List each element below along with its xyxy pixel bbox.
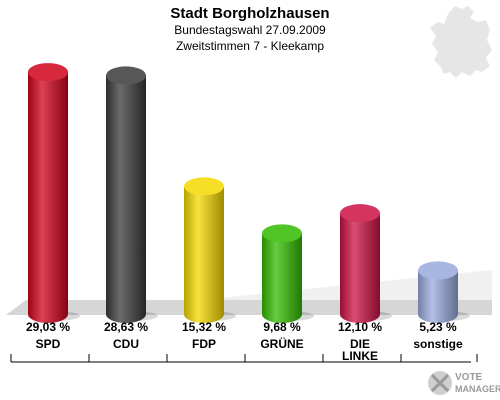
vote-manager-logo: VOTE MANAGER <box>428 371 500 395</box>
chart-subtitle: Bundestagswahl 27.09.2009 <box>174 23 326 37</box>
bar-fdp <box>184 177 236 323</box>
value-label: 29,03 % <box>26 320 70 334</box>
bar-die-linke <box>340 204 392 323</box>
value-label: 12,10 % <box>338 320 382 334</box>
chart-title: Stadt Borgholzhausen <box>170 5 330 22</box>
category-label: FDP <box>192 337 216 351</box>
category-label: SPD <box>36 337 61 351</box>
value-label: 15,32 % <box>182 320 226 334</box>
bar-cdu <box>106 66 158 324</box>
bar-grüne <box>262 224 314 323</box>
value-label: 28,63 % <box>104 320 148 334</box>
logo-line-2: MANAGER <box>455 384 500 394</box>
bar-spd <box>28 63 80 323</box>
bar-sonstige <box>418 261 470 323</box>
germany-map-icon <box>430 6 492 78</box>
chart-subtitle-2: Zweitstimmen 7 - Kleekamp <box>175 39 325 53</box>
category-label: DIE LINKE <box>342 337 378 363</box>
logo-line-1: VOTE <box>455 372 483 383</box>
category-label: sonstige <box>413 337 463 351</box>
category-label: GRÜNE <box>260 336 303 351</box>
value-label: 5,23 % <box>419 320 457 334</box>
category-label: CDU <box>113 337 139 351</box>
value-label: 9,68 % <box>263 320 301 334</box>
